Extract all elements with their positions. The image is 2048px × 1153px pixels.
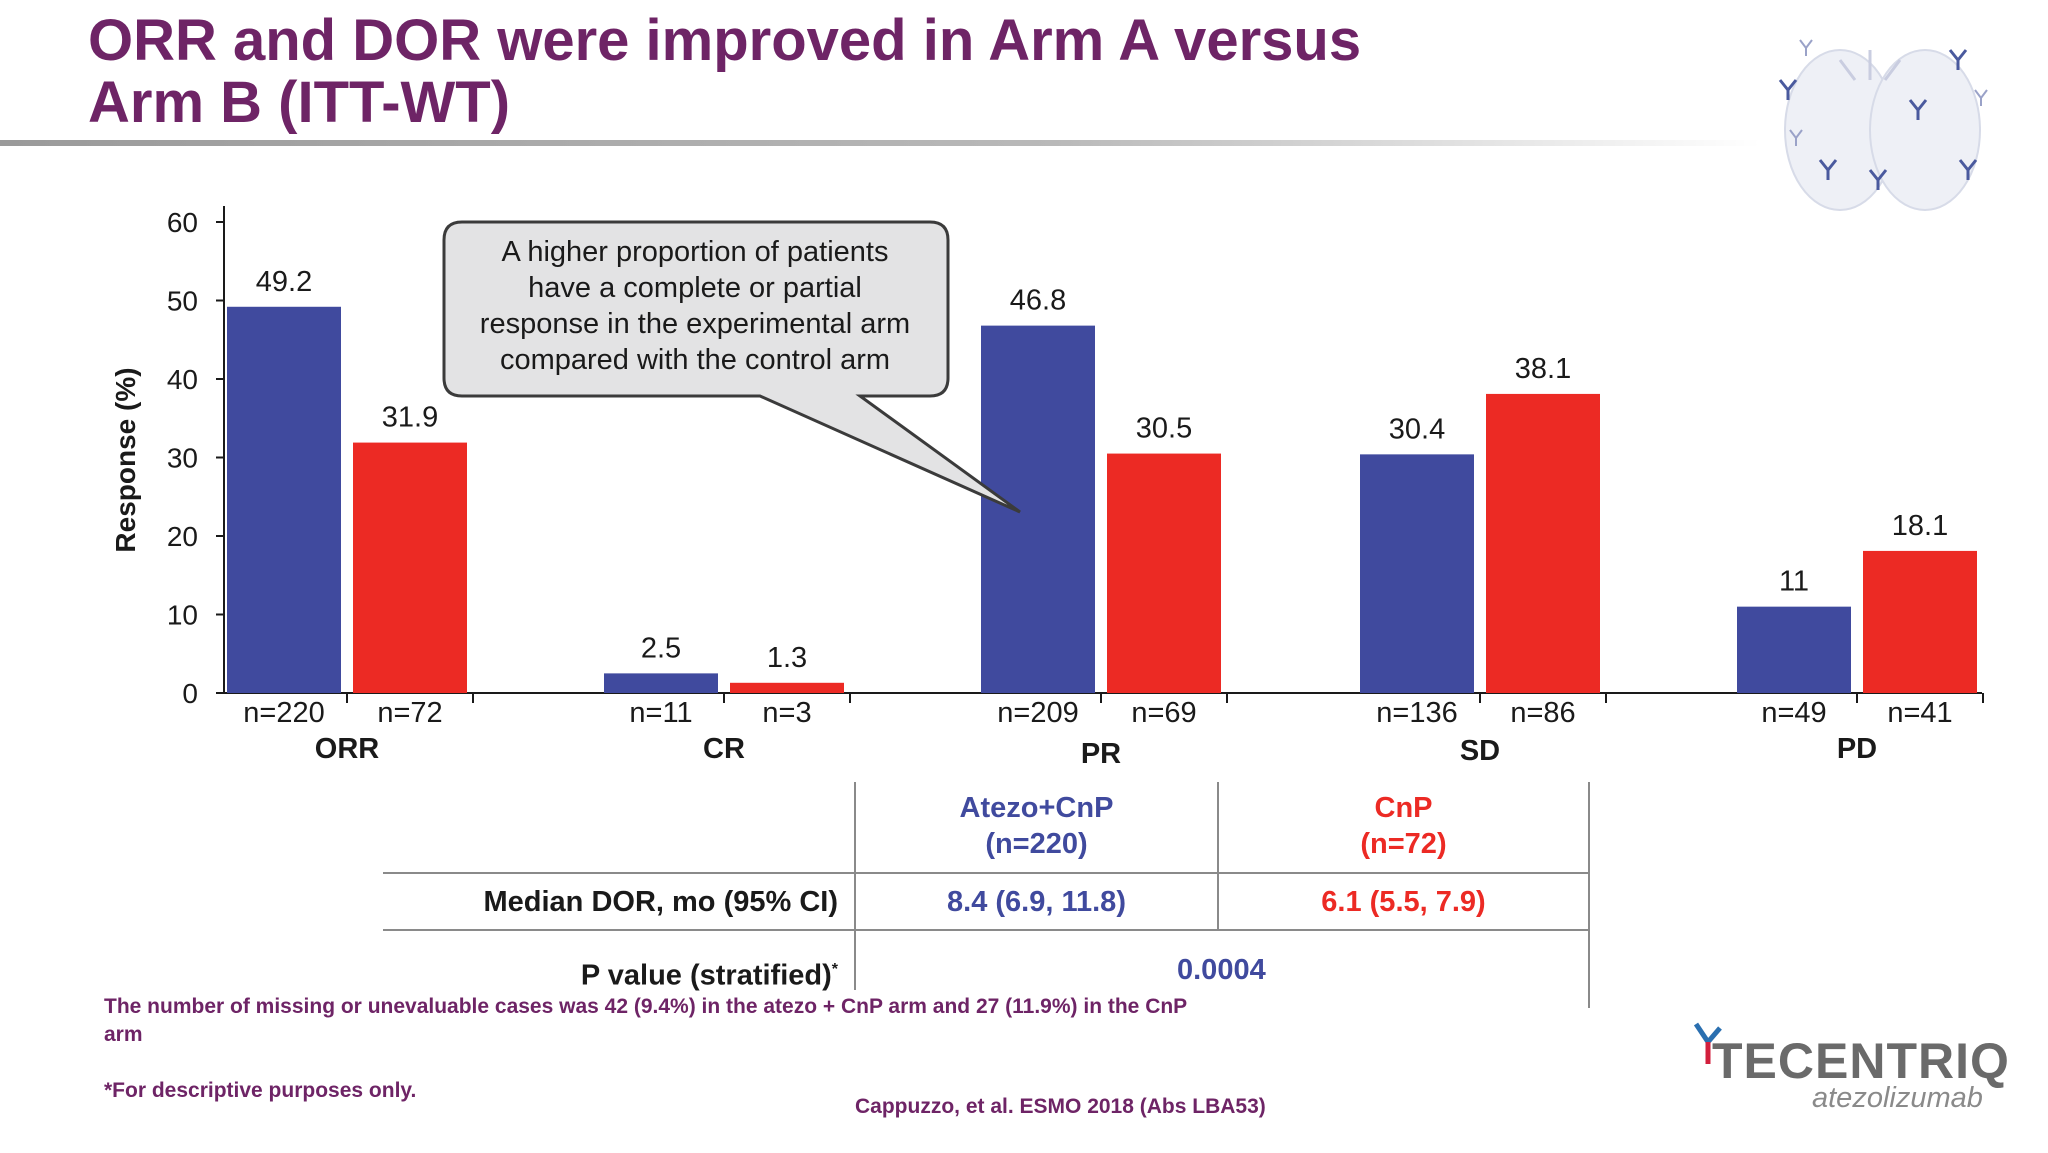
data-label: 18.1 (1892, 510, 1948, 542)
bar-cr-cnp (730, 682, 844, 693)
header-cnp-n: (n=72) (1360, 828, 1447, 860)
n-label: n=136 (1376, 697, 1457, 729)
table-header-atezo: Atezo+CnP (n=220) (855, 790, 1218, 862)
category-label-orr: ORR (315, 733, 380, 765)
dor-cnp-value: 6.1 (5.5, 7.9) (1321, 886, 1486, 918)
n-label: n=49 (1761, 697, 1826, 729)
data-label: 30.5 (1136, 413, 1192, 445)
table-header-cnp: CnP (n=72) (1218, 790, 1589, 862)
page-title-line2: Arm B (ITT-WT) (88, 70, 511, 135)
y-tick-label: 40 (167, 364, 198, 395)
y-tick-label: 0 (182, 678, 198, 709)
citation: Cappuzzo, et al. ESMO 2018 (Abs LBA53) (855, 1095, 1266, 1118)
dor-atezo-value: 8.4 (6.9, 11.8) (947, 886, 1126, 918)
page-title: ORR and DOR were improved in Arm A versu… (88, 10, 1361, 134)
callout-line-2: have a complete or partial (528, 272, 862, 304)
tecentriq-logo: TECENTRIQ atezolizumab (1690, 1020, 2009, 1115)
row-label-pvalue: P value (stratified)* (383, 952, 838, 994)
pvalue-label: P value (stratified) (580, 959, 832, 992)
data-label: 49.2 (256, 266, 312, 298)
data-label: 31.9 (382, 402, 438, 434)
bar-orr-cnp (353, 442, 467, 693)
footnote-missing-line2: arm (104, 1023, 143, 1046)
n-label: n=11 (629, 697, 692, 729)
callout-bubble (442, 220, 1021, 514)
title-divider (0, 140, 1760, 146)
logo-generic-name: atezolizumab (1812, 1082, 1983, 1114)
data-label: 38.1 (1515, 353, 1571, 385)
n-label: n=72 (377, 697, 442, 729)
pvalue-value: 0.0004 (1177, 954, 1266, 986)
footnote-missing: The number of missing or unevaluable cas… (104, 993, 1187, 1049)
bar-orr-atezo (227, 306, 341, 693)
category-label-cr: CR (703, 733, 745, 765)
data-label: 2.5 (641, 632, 681, 664)
pvalue-footnote-mark: * (831, 961, 838, 978)
bar-cr-atezo (604, 673, 718, 693)
bar-sd-cnp (1486, 393, 1600, 693)
callout-text: A higher proportion of patients have a c… (450, 234, 940, 378)
data-label: 46.8 (1010, 285, 1066, 317)
page-title-line1: ORR and DOR were improved in Arm A versu… (88, 8, 1362, 73)
n-label: n=86 (1510, 697, 1575, 729)
category-label-pr: PR (1081, 738, 1121, 770)
category-label-sd: SD (1460, 735, 1500, 767)
bar-pr-cnp (1107, 453, 1221, 693)
y-tick-label: 50 (167, 286, 198, 317)
n-label: n=209 (997, 697, 1078, 729)
data-label: 1.3 (767, 642, 807, 674)
header-atezo-n: (n=220) (985, 828, 1088, 860)
callout-line-3: response in the experimental arm (479, 308, 911, 340)
n-label: n=41 (1887, 697, 1952, 729)
category-label-pd: PD (1837, 733, 1877, 765)
callout-line-4: compared with the control arm (499, 344, 891, 376)
y-tick-label: 20 (167, 521, 198, 552)
footnote-descriptive: *For descriptive purposes only. (104, 1079, 417, 1102)
n-label: n=3 (762, 697, 811, 729)
footnote-missing-line1: The number of missing or unevaluable cas… (104, 995, 1188, 1018)
bar-pr-atezo (981, 325, 1095, 693)
n-label: n=220 (243, 697, 324, 729)
header-atezo-name: Atezo+CnP (959, 792, 1114, 824)
data-label: 30.4 (1389, 413, 1445, 445)
antibody-icon (1693, 1022, 1722, 1064)
lung-illustration-icon (1778, 39, 1988, 211)
header-cnp-name: CnP (1374, 792, 1433, 824)
bar-sd-atezo (1360, 454, 1474, 693)
y-tick-label: 10 (167, 600, 198, 631)
y-axis-title: Response (%) (110, 367, 141, 552)
bar-pd-atezo (1737, 606, 1851, 693)
y-tick-label: 60 (167, 207, 198, 238)
bar-pd-cnp (1863, 550, 1977, 693)
callout-line-1: A higher proportion of patients (501, 236, 889, 268)
y-tick-label: 30 (167, 443, 198, 474)
row-label-dor: Median DOR, mo (95% CI) (483, 886, 839, 918)
logo-wordmark: TECENTRIQ (1712, 1033, 2010, 1089)
n-label: n=69 (1131, 697, 1196, 729)
data-label: 11 (1779, 566, 1809, 598)
